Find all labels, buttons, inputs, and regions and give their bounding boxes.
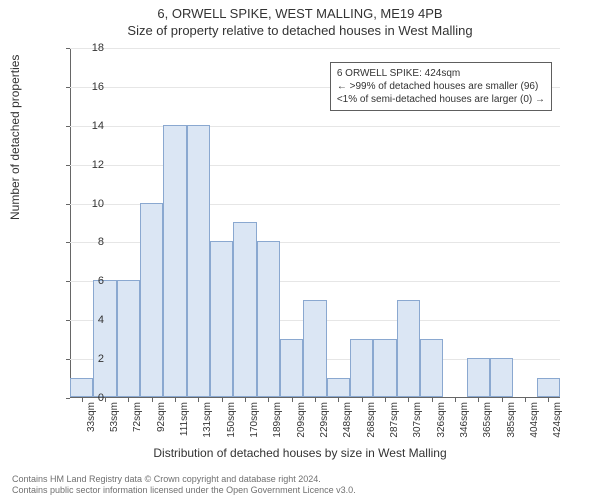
histogram-bar xyxy=(163,125,186,397)
xtick-label: 424sqm xyxy=(552,402,563,438)
xtick-label: 92sqm xyxy=(156,402,167,432)
ytick-label: 0 xyxy=(74,392,104,404)
xtick-label: 53sqm xyxy=(109,402,120,432)
histogram-bar xyxy=(187,125,210,397)
ytick-label: 8 xyxy=(74,236,104,248)
xtick-mark xyxy=(245,398,246,402)
histogram-bar xyxy=(490,358,513,397)
y-axis-line xyxy=(70,48,71,398)
xtick-mark xyxy=(338,398,339,402)
ytick-mark xyxy=(66,165,70,166)
ytick-label: 18 xyxy=(74,42,104,54)
xtick-label: 326sqm xyxy=(436,402,447,438)
histogram-bar xyxy=(327,378,350,397)
annotation-line-2: ← >99% of detached houses are smaller (9… xyxy=(337,80,545,93)
ytick-label: 10 xyxy=(74,198,104,210)
gridline xyxy=(70,126,560,127)
xtick-label: 385sqm xyxy=(506,402,517,438)
xtick-mark xyxy=(315,398,316,402)
xtick-label: 229sqm xyxy=(319,402,330,438)
ytick-label: 14 xyxy=(74,120,104,132)
ytick-label: 2 xyxy=(74,353,104,365)
ytick-mark xyxy=(66,204,70,205)
xtick-mark xyxy=(222,398,223,402)
xtick-mark xyxy=(502,398,503,402)
footer-line-1: Contains HM Land Registry data © Crown c… xyxy=(12,474,356,485)
ytick-label: 4 xyxy=(74,314,104,326)
gridline xyxy=(70,48,560,49)
super-title: 6, ORWELL SPIKE, WEST MALLING, ME19 4PB xyxy=(0,0,600,21)
ytick-label: 12 xyxy=(74,159,104,171)
xtick-mark xyxy=(385,398,386,402)
xtick-mark xyxy=(292,398,293,402)
xtick-label: 346sqm xyxy=(459,402,470,438)
xtick-label: 307sqm xyxy=(412,402,423,438)
ytick-mark xyxy=(66,87,70,88)
xtick-mark xyxy=(152,398,153,402)
x-axis-label: Distribution of detached houses by size … xyxy=(0,446,600,460)
annotation-line-3: <1% of semi-detached houses are larger (… xyxy=(337,93,545,106)
xtick-mark xyxy=(198,398,199,402)
histogram-bar xyxy=(257,241,280,397)
xtick-label: 72sqm xyxy=(132,402,143,432)
gridline xyxy=(70,165,560,166)
ytick-mark xyxy=(66,242,70,243)
histogram-bar xyxy=(537,378,560,397)
histogram-bar xyxy=(303,300,326,397)
ytick-mark xyxy=(66,281,70,282)
ytick-mark xyxy=(66,126,70,127)
xtick-label: 131sqm xyxy=(202,402,213,438)
ytick-mark xyxy=(66,320,70,321)
ytick-label: 6 xyxy=(74,275,104,287)
attribution-footer: Contains HM Land Registry data © Crown c… xyxy=(12,474,356,496)
histogram-bar xyxy=(210,241,233,397)
xtick-label: 150sqm xyxy=(226,402,237,438)
ytick-label: 16 xyxy=(74,81,104,93)
footer-line-2: Contains public sector information licen… xyxy=(12,485,356,496)
xtick-mark xyxy=(525,398,526,402)
histogram-bar xyxy=(420,339,443,397)
ytick-mark xyxy=(66,359,70,360)
ytick-mark xyxy=(66,48,70,49)
xtick-mark xyxy=(128,398,129,402)
ytick-mark xyxy=(66,398,70,399)
histogram-bar xyxy=(280,339,303,397)
xtick-label: 189sqm xyxy=(272,402,283,438)
xtick-label: 111sqm xyxy=(179,402,190,436)
chart-container: 6, ORWELL SPIKE, WEST MALLING, ME19 4PB … xyxy=(0,0,600,500)
histogram-bar xyxy=(93,280,116,397)
xtick-mark xyxy=(175,398,176,402)
histogram-bar xyxy=(117,280,140,397)
histogram-bar xyxy=(233,222,256,397)
annotation-line-1: 6 ORWELL SPIKE: 424sqm xyxy=(337,67,545,80)
xtick-label: 170sqm xyxy=(249,402,260,438)
xtick-mark xyxy=(478,398,479,402)
histogram-bar xyxy=(373,339,396,397)
xtick-label: 365sqm xyxy=(482,402,493,438)
plot-area: 33sqm53sqm72sqm92sqm111sqm131sqm150sqm17… xyxy=(70,48,560,398)
xtick-mark xyxy=(268,398,269,402)
histogram-bar xyxy=(467,358,490,397)
xtick-mark xyxy=(455,398,456,402)
histogram-bar xyxy=(350,339,373,397)
annotation-box: 6 ORWELL SPIKE: 424sqm← >99% of detached… xyxy=(330,62,552,111)
xtick-mark xyxy=(548,398,549,402)
chart-title: Size of property relative to detached ho… xyxy=(0,21,600,38)
xtick-label: 404sqm xyxy=(529,402,540,438)
xtick-mark xyxy=(362,398,363,402)
plot-inner: 33sqm53sqm72sqm92sqm111sqm131sqm150sqm17… xyxy=(70,48,560,398)
xtick-mark xyxy=(432,398,433,402)
xtick-label: 33sqm xyxy=(86,402,97,432)
xtick-mark xyxy=(408,398,409,402)
xtick-mark xyxy=(105,398,106,402)
xtick-label: 268sqm xyxy=(366,402,377,438)
histogram-bar xyxy=(140,203,163,397)
xtick-label: 248sqm xyxy=(342,402,353,438)
xtick-label: 287sqm xyxy=(389,402,400,438)
histogram-bar xyxy=(397,300,420,397)
xtick-label: 209sqm xyxy=(296,402,307,438)
y-axis-label: Number of detached properties xyxy=(8,55,22,220)
